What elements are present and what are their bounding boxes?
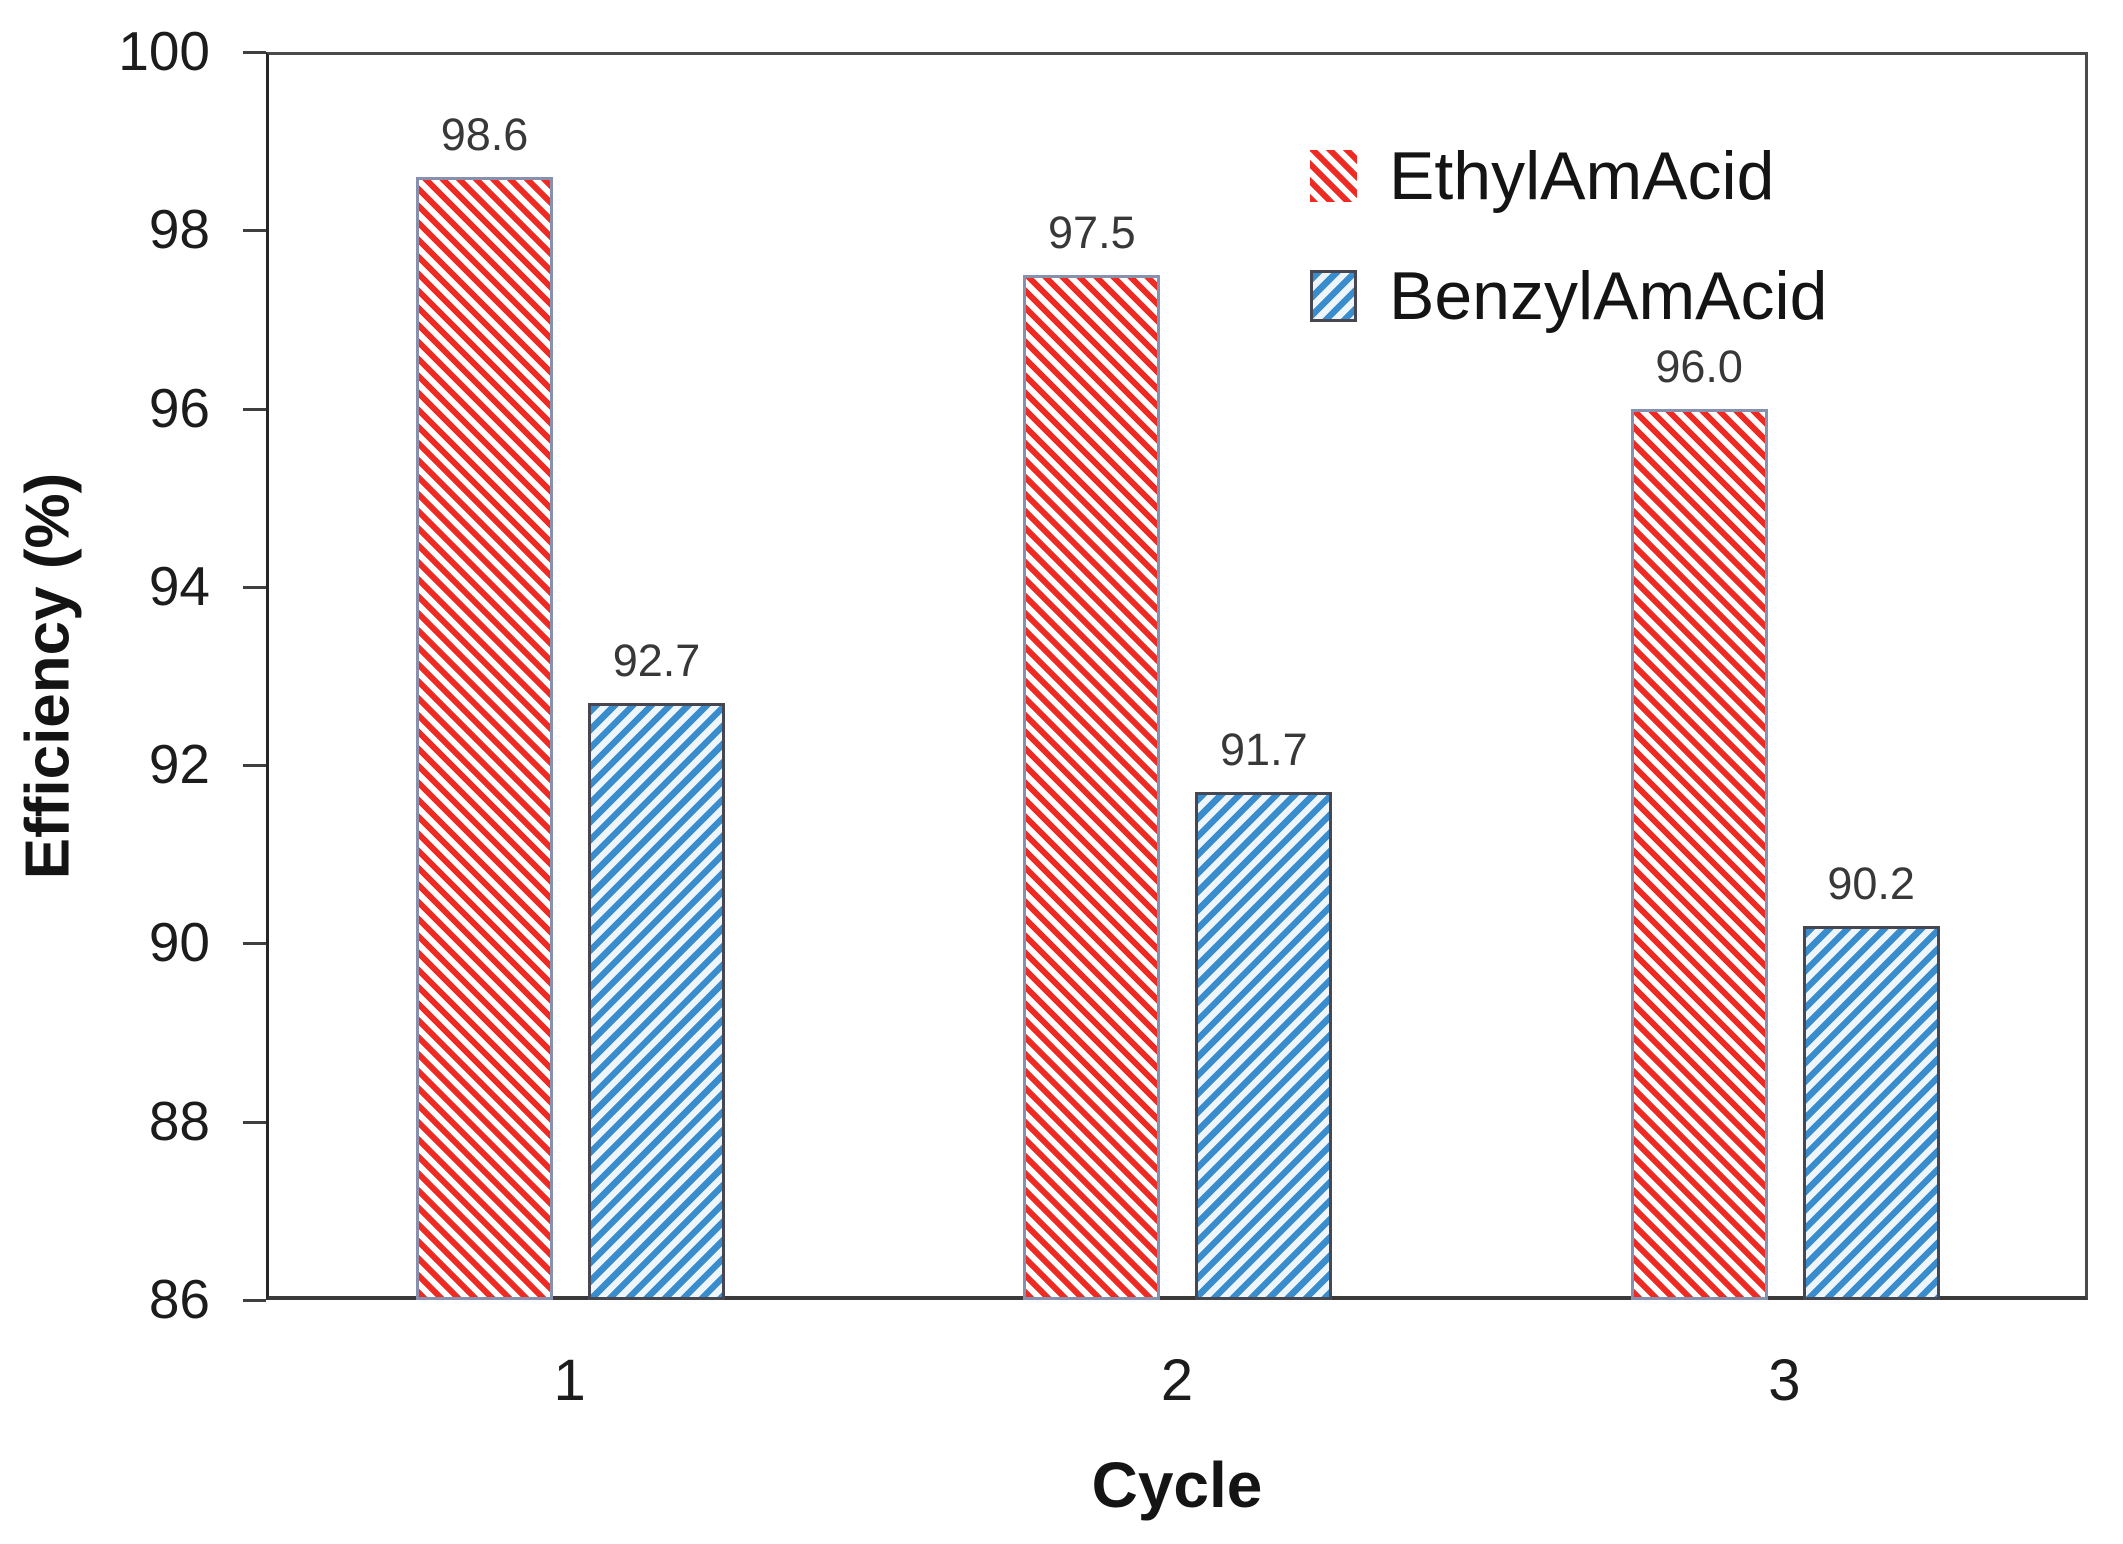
y-tick-label: 90 xyxy=(148,911,210,974)
y-tick-mark xyxy=(243,51,266,54)
bar-ethylamacid-cycle-2 xyxy=(1023,274,1161,1300)
bar-ethylamacid-cycle-3 xyxy=(1630,408,1768,1300)
bar-value-label: 90.2 xyxy=(1827,857,1915,909)
y-tick-label: 88 xyxy=(148,1089,210,1152)
x-axis-title: Cycle xyxy=(1091,1449,1263,1521)
y-tick-mark xyxy=(243,764,266,768)
y-tick-label: 96 xyxy=(148,376,210,439)
y-tick-label: 86 xyxy=(148,1268,210,1330)
plot-area xyxy=(266,52,2088,1300)
bar-value-label: 91.7 xyxy=(1220,723,1308,775)
legend-entry-benzylamacid: BenzylAmAcid xyxy=(1310,260,1827,332)
y-tick-label: 94 xyxy=(148,554,210,617)
x-tick-label: 2 xyxy=(1160,1348,1194,1413)
bar-benzylamacid-cycle-2 xyxy=(1195,791,1333,1300)
ethylamacid-legend-swatch-icon xyxy=(1310,150,1357,202)
y-tick-mark xyxy=(243,942,266,946)
bar-ethylamacid-cycle-1 xyxy=(416,176,553,1300)
y-tick-label: 100 xyxy=(118,20,210,82)
bar-benzylamacid-cycle-3 xyxy=(1802,925,1940,1300)
y-axis-title: Efficiency (%) xyxy=(13,472,83,880)
y-tick-label: 98 xyxy=(148,198,210,261)
benzylamacid-legend-swatch-icon xyxy=(1310,270,1357,322)
y-tick-mark xyxy=(243,407,266,411)
bar-benzylamacid-cycle-1 xyxy=(588,702,725,1300)
y-tick-mark xyxy=(243,1299,266,1302)
x-tick-label: 1 xyxy=(553,1348,586,1413)
legend-label: EthylAmAcid xyxy=(1389,138,1775,214)
bar-value-label: 96.0 xyxy=(1655,340,1743,392)
bar-value-label: 98.6 xyxy=(440,108,529,160)
bar-value-label: 92.7 xyxy=(612,634,701,686)
x-tick-label: 3 xyxy=(1768,1348,1801,1413)
legend-entry-ethylamacid: EthylAmAcid xyxy=(1310,140,1774,212)
y-tick-mark xyxy=(243,1120,266,1124)
legend-label: BenzylAmAcid xyxy=(1389,258,1828,334)
y-tick-mark xyxy=(243,585,266,589)
bar-value-label: 97.5 xyxy=(1048,206,1136,258)
y-tick-mark xyxy=(243,229,266,233)
y-tick-label: 92 xyxy=(148,733,210,796)
